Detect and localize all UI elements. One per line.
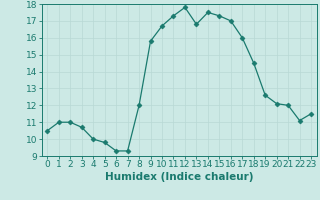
X-axis label: Humidex (Indice chaleur): Humidex (Indice chaleur) bbox=[105, 172, 253, 182]
